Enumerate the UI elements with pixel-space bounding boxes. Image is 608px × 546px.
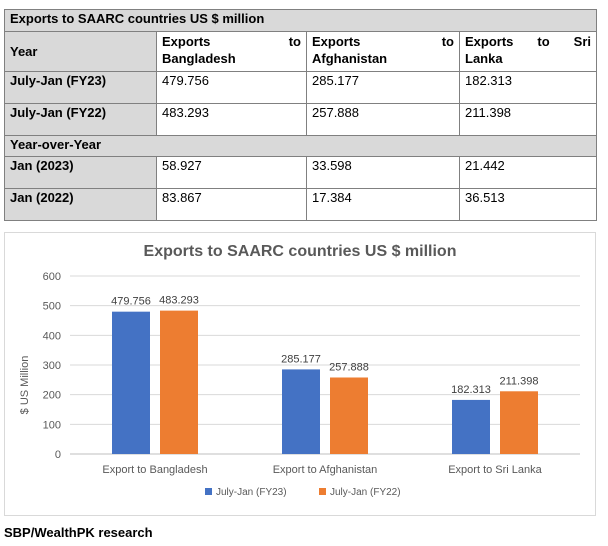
data-label: 211.398 — [500, 375, 539, 387]
table-cell: 211.398 — [458, 103, 598, 136]
table-cell: 257.888 — [306, 103, 460, 136]
table-cell: 36.513 — [458, 188, 598, 221]
y-tick-label: 600 — [43, 271, 61, 283]
bar — [452, 399, 490, 454]
row-label: July-Jan (FY22) — [4, 103, 157, 136]
table-row: July-Jan (FY23) 479.756 285.177 182.313 — [4, 71, 598, 104]
data-label: 257.888 — [329, 361, 369, 373]
x-tick-label: Export to Sri Lanka — [448, 464, 542, 476]
legend-label: July-Jan (FY22) — [330, 487, 401, 498]
y-tick-label: 0 — [55, 449, 61, 461]
data-label: 479.756 — [111, 296, 151, 308]
table-cell: 285.177 — [306, 71, 460, 104]
table-cell: 479.756 — [156, 71, 307, 104]
bar — [500, 391, 538, 454]
table-row: July-Jan (FY22) 483.293 257.888 211.398 — [4, 103, 598, 136]
x-tick-label: Export to Afghanistan — [273, 464, 378, 476]
row-label: Jan (2022) — [4, 188, 157, 221]
row-label: July-Jan (FY23) — [4, 71, 157, 104]
header-afghanistan: Exports to Afghanistan — [306, 31, 460, 72]
section-heading: Year-over-Year — [3, 135, 598, 157]
legend-label: July-Jan (FY23) — [216, 487, 287, 498]
table-cell: 182.313 — [458, 71, 598, 104]
source-note: SBP/WealthPK research — [4, 525, 153, 540]
y-tick-label: 300 — [43, 360, 61, 372]
table-row: Jan (2022) 83.867 17.384 36.513 — [4, 188, 598, 221]
table-cell: 483.293 — [156, 103, 307, 136]
data-label: 182.313 — [451, 384, 491, 396]
table-cell: 33.598 — [306, 156, 460, 189]
header-sri-lanka: Exports to Sri Lanka — [458, 31, 598, 72]
bar — [112, 311, 150, 454]
table-title: Exports to SAARC countries US $ million — [3, 9, 598, 32]
bar-chart: Exports to SAARC countries US $ million … — [19, 243, 580, 498]
data-label: 483.293 — [159, 295, 199, 307]
table-cell: 17.384 — [306, 188, 460, 221]
data-label: 285.177 — [281, 353, 321, 365]
legend-swatch — [319, 488, 326, 495]
y-tick-label: 500 — [43, 301, 61, 313]
y-tick-label: 400 — [43, 330, 61, 342]
header-bangladesh: Exports to Bangladesh — [156, 31, 307, 72]
header-year: Year — [4, 31, 157, 72]
y-axis-label: $ US Million — [19, 356, 31, 415]
table-cell: 21.442 — [458, 156, 598, 189]
y-tick-label: 100 — [43, 419, 61, 431]
chart-title: Exports to SAARC countries US $ million — [144, 243, 457, 260]
row-label: Jan (2023) — [4, 156, 157, 189]
table-cell: 58.927 — [156, 156, 307, 189]
bar — [160, 310, 198, 454]
bar — [330, 377, 368, 454]
table-cell: 83.867 — [156, 188, 307, 221]
legend-swatch — [205, 488, 212, 495]
exports-table: Exports to SAARC countries US $ million … — [3, 9, 598, 221]
y-tick-label: 200 — [43, 390, 61, 402]
x-tick-label: Export to Bangladesh — [102, 464, 207, 476]
bar — [282, 369, 320, 454]
table-row: Jan (2023) 58.927 33.598 21.442 — [4, 156, 598, 189]
chart-container: Exports to SAARC countries US $ million … — [4, 232, 596, 516]
